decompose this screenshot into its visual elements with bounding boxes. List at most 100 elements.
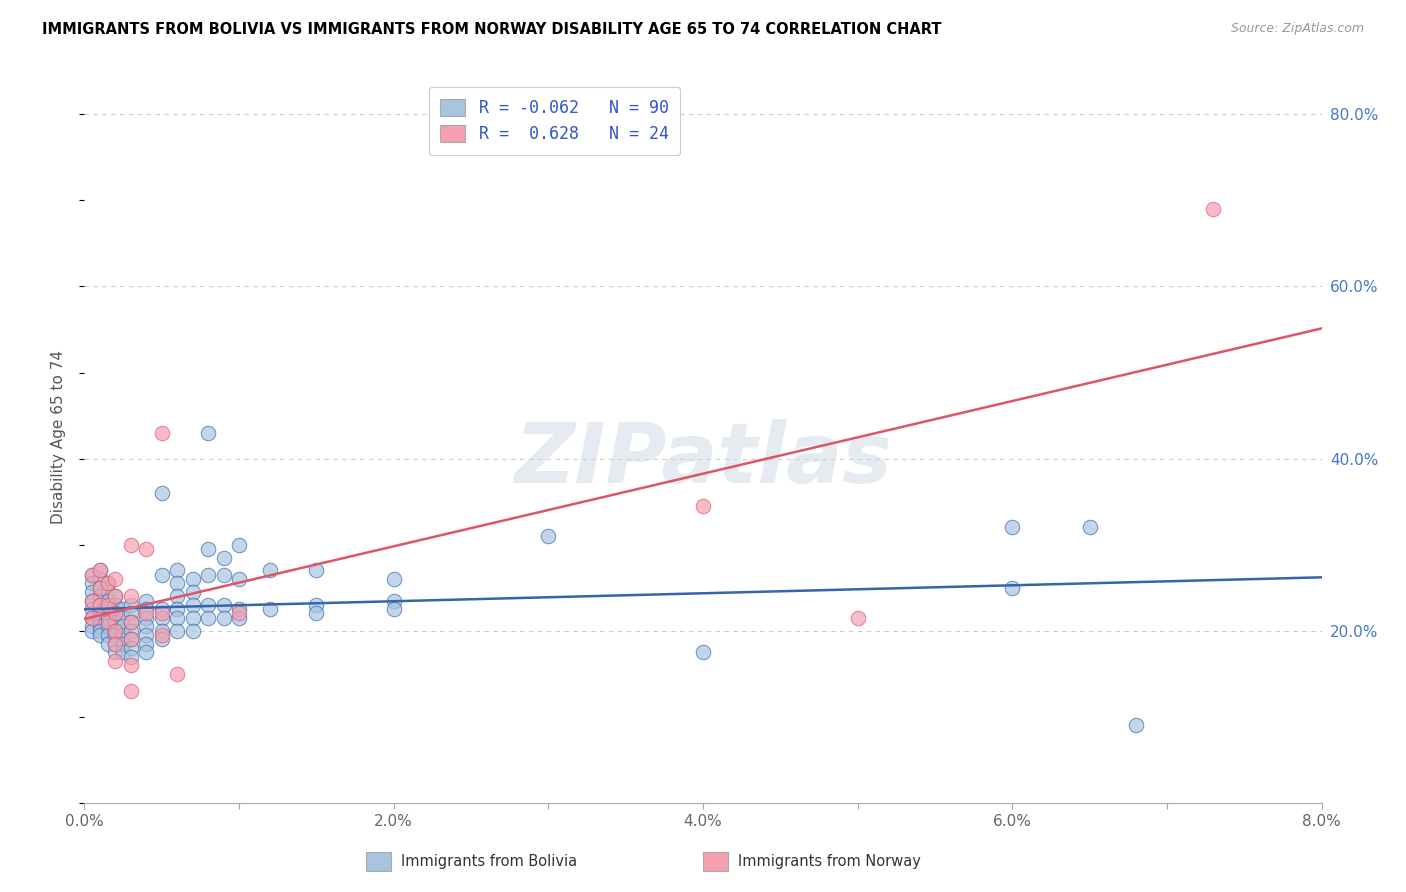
- Point: [89, 607, 111, 621]
- Point: [212, 567, 235, 582]
- Point: [228, 572, 250, 586]
- Point: [120, 538, 142, 552]
- Point: [135, 645, 157, 659]
- Point: [120, 658, 142, 673]
- Point: [150, 628, 173, 642]
- Point: [96, 637, 118, 651]
- Point: [382, 593, 405, 607]
- Point: [96, 576, 118, 591]
- Point: [104, 624, 127, 638]
- Point: [82, 611, 104, 625]
- Point: [89, 628, 111, 642]
- Point: [89, 564, 111, 578]
- Point: [150, 624, 173, 638]
- Point: [692, 499, 714, 513]
- Point: [135, 593, 157, 607]
- Point: [166, 564, 188, 578]
- Point: [120, 607, 142, 621]
- Point: [135, 619, 157, 633]
- Point: [104, 572, 127, 586]
- Point: [305, 564, 328, 578]
- Point: [104, 598, 127, 612]
- Point: [1001, 520, 1024, 534]
- Point: [135, 602, 157, 616]
- Point: [382, 572, 405, 586]
- Point: [82, 602, 104, 616]
- Point: [112, 619, 135, 633]
- Point: [135, 607, 157, 621]
- Point: [104, 607, 127, 621]
- Point: [120, 632, 142, 647]
- Point: [104, 628, 127, 642]
- Point: [692, 645, 714, 659]
- Y-axis label: Disability Age 65 to 74: Disability Age 65 to 74: [51, 350, 66, 524]
- Point: [120, 589, 142, 603]
- Point: [228, 611, 250, 625]
- Point: [89, 598, 111, 612]
- Point: [150, 632, 173, 647]
- Point: [82, 585, 104, 599]
- Point: [150, 607, 173, 621]
- Point: [305, 607, 328, 621]
- Point: [197, 541, 219, 556]
- Point: [96, 611, 118, 625]
- Point: [228, 607, 250, 621]
- Point: [104, 615, 127, 629]
- Point: [181, 572, 204, 586]
- Point: [135, 637, 157, 651]
- Point: [537, 529, 560, 543]
- Point: [181, 624, 204, 638]
- Point: [82, 593, 104, 607]
- Point: [104, 654, 127, 668]
- Point: [104, 607, 127, 621]
- Point: [104, 624, 127, 638]
- Point: [228, 538, 250, 552]
- Point: [112, 611, 135, 625]
- Point: [150, 425, 173, 440]
- Bar: [703, 852, 728, 871]
- Point: [89, 589, 111, 603]
- Point: [96, 576, 118, 591]
- Point: [89, 619, 111, 633]
- Point: [120, 632, 142, 647]
- Point: [150, 567, 173, 582]
- Point: [82, 593, 104, 607]
- Point: [112, 628, 135, 642]
- Point: [89, 624, 111, 638]
- Point: [96, 602, 118, 616]
- Point: [120, 640, 142, 655]
- Point: [212, 550, 235, 565]
- Point: [89, 598, 111, 612]
- Point: [89, 615, 111, 629]
- Point: [135, 628, 157, 642]
- Point: [150, 611, 173, 625]
- Point: [197, 611, 219, 625]
- Point: [197, 567, 219, 582]
- Point: [846, 611, 869, 625]
- Point: [96, 593, 118, 607]
- Point: [166, 624, 188, 638]
- Point: [89, 572, 111, 586]
- Point: [181, 598, 204, 612]
- Text: Immigrants from Norway: Immigrants from Norway: [738, 855, 921, 869]
- Point: [82, 624, 104, 638]
- Point: [212, 598, 235, 612]
- Text: Source: ZipAtlas.com: Source: ZipAtlas.com: [1230, 22, 1364, 36]
- Point: [89, 611, 111, 625]
- Point: [96, 615, 118, 629]
- Point: [104, 637, 127, 651]
- Point: [120, 615, 142, 629]
- Point: [96, 628, 118, 642]
- Point: [212, 611, 235, 625]
- Point: [104, 645, 127, 659]
- Point: [104, 637, 127, 651]
- Point: [82, 567, 104, 582]
- Point: [166, 576, 188, 591]
- Legend: R = -0.062   N = 90, R =  0.628   N = 24: R = -0.062 N = 90, R = 0.628 N = 24: [429, 87, 681, 155]
- Point: [82, 619, 104, 633]
- Point: [82, 576, 104, 591]
- Point: [96, 598, 118, 612]
- Point: [181, 585, 204, 599]
- Point: [166, 602, 188, 616]
- Point: [1001, 581, 1024, 595]
